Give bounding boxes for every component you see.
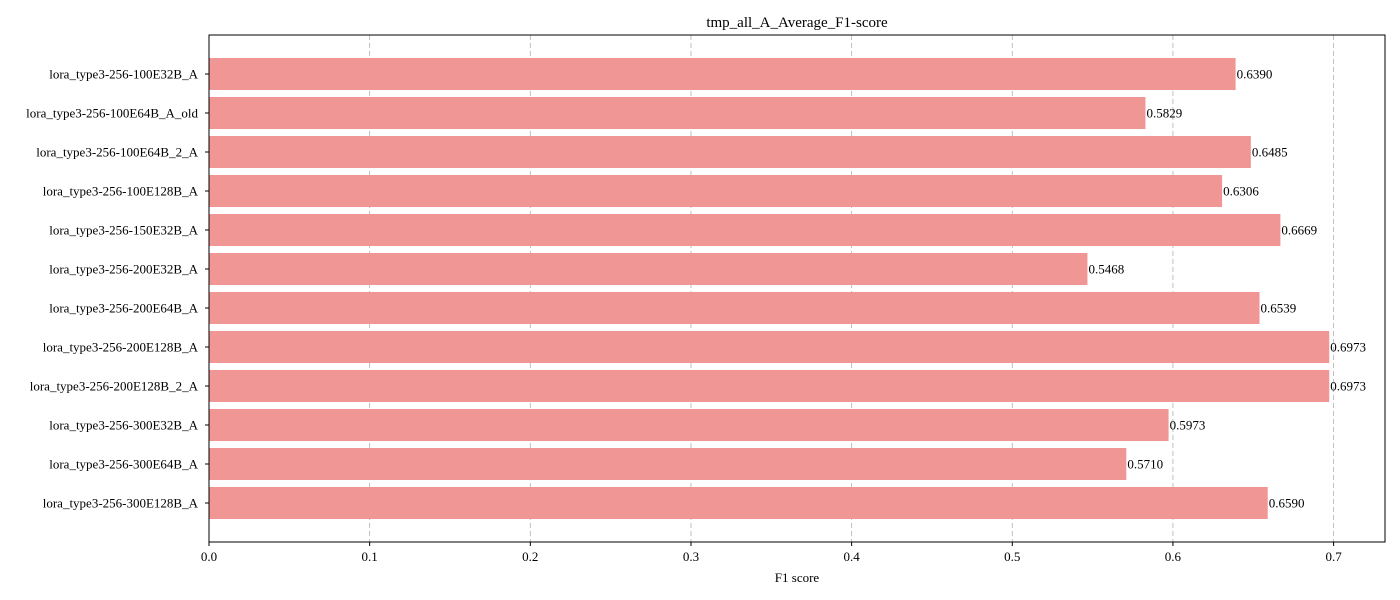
bar-value-label: 0.6590 — [1269, 496, 1305, 511]
x-tick-label: 0.5 — [1004, 549, 1020, 564]
category-label: lora_type3-256-100E64B_2_A — [36, 145, 198, 160]
category-label: lora_type3-256-100E32B_A — [49, 67, 198, 82]
bar — [209, 214, 1281, 246]
bar-layer — [209, 58, 1330, 519]
x-tick-label: 0.2 — [522, 549, 538, 564]
x-tick-label: 0.3 — [683, 549, 699, 564]
chart-title: tmp_all_A_Average_F1-score — [706, 15, 888, 31]
category-label: lora_type3-256-200E64B_A — [49, 301, 198, 316]
category-label: lora_type3-256-200E32B_A — [49, 262, 198, 277]
plot-frame — [208, 34, 1386, 543]
category-label: lora_type3-256-100E128B_A — [43, 184, 199, 199]
bar-value-label: 0.5829 — [1146, 106, 1182, 121]
bar — [209, 253, 1088, 285]
category-label: lora_type3-256-100E64B_A_old — [26, 106, 198, 121]
category-label: lora_type3-256-200E128B_A — [43, 340, 199, 355]
bar-value-label: 0.6485 — [1252, 145, 1288, 160]
bar — [209, 292, 1260, 324]
bar-value-label: 0.6390 — [1237, 67, 1273, 82]
bar-value-label: 0.5710 — [1127, 457, 1163, 472]
category-label: lora_type3-256-200E128B_2_A — [30, 379, 199, 394]
bar — [209, 136, 1251, 168]
bar — [209, 409, 1169, 441]
x-tick-layer: 0.0 0.1 0.2 0.3 0.4 0.5 0.6 0.7 — [201, 542, 1342, 564]
bar-value-label: 0.6669 — [1281, 223, 1317, 238]
bar — [209, 331, 1330, 363]
bar-value-label: 0.6973 — [1330, 379, 1366, 394]
bar — [209, 97, 1146, 129]
bar-value-label: 0.5973 — [1170, 418, 1206, 433]
x-tick-label: 0.4 — [843, 549, 860, 564]
bar — [209, 370, 1330, 402]
bar — [209, 487, 1268, 519]
category-label: lora_type3-256-300E32B_A — [49, 418, 198, 433]
x-tick-label: 0.0 — [201, 549, 217, 564]
value-label-layer: 0.6390 0.5829 0.6485 0.6306 0.6669 0.5468 0.65… — [1088, 67, 1366, 511]
bar-value-label: 0.5468 — [1088, 262, 1124, 277]
bar — [209, 175, 1223, 207]
bar — [209, 448, 1127, 480]
bar-value-label: 0.6306 — [1223, 184, 1259, 199]
category-label-layer: lora_type3-256-100E32B_A lora_type3-256-1… — [26, 67, 209, 511]
category-label: lora_type3-256-300E128B_A — [43, 496, 199, 511]
category-label: lora_type3-256-300E64B_A — [49, 457, 198, 472]
bar — [209, 58, 1236, 90]
bar-value-label: 0.6973 — [1330, 340, 1366, 355]
x-axis-label: F1 score — [775, 570, 820, 585]
x-tick-label: 0.6 — [1165, 549, 1182, 564]
bar-value-label: 0.6539 — [1261, 301, 1297, 316]
category-label: lora_type3-256-150E32B_A — [49, 223, 198, 238]
x-tick-label: 0.1 — [362, 549, 378, 564]
x-tick-label: 0.7 — [1325, 549, 1342, 564]
